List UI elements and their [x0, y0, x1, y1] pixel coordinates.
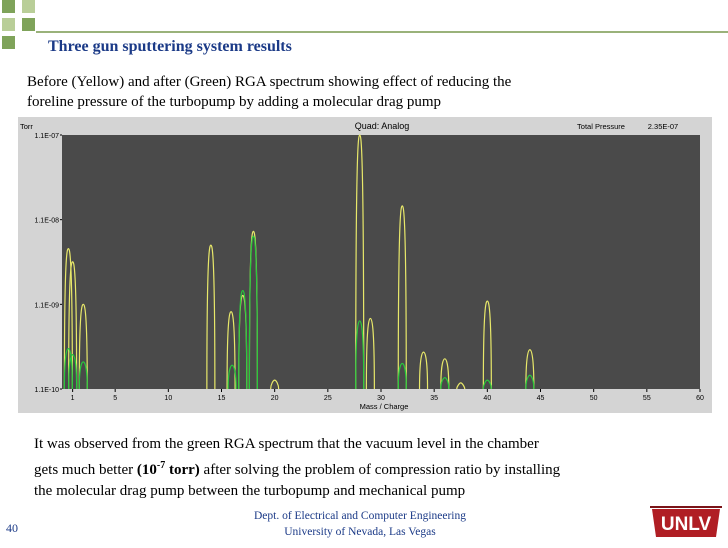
peak [397, 205, 407, 389]
x-tick-label: 60 [696, 395, 704, 402]
corner-square-3 [2, 18, 15, 31]
plot-area [62, 134, 700, 389]
y-axis-label: Torr [20, 122, 33, 131]
peak [440, 376, 450, 389]
plot-canvas [62, 135, 700, 389]
pressure-value: (10-7 torr) [136, 460, 200, 478]
x-tick-label: 20 [271, 395, 279, 402]
caption-line-2: foreline pressure of the turbopump by ad… [27, 94, 442, 110]
x-tick-label: 30 [377, 395, 385, 402]
corner-square-4 [22, 18, 35, 31]
body-line-3: the molecular drag pump between the turb… [34, 483, 466, 499]
x-tick-label: 45 [537, 395, 545, 402]
y-tick-label: 1.1E-10 [34, 387, 59, 394]
observation-text: It was observed from the green RGA spect… [34, 434, 694, 502]
corner-square-1 [2, 0, 15, 13]
peak [63, 248, 73, 389]
x-tick-label: 10 [164, 395, 172, 402]
peak [525, 349, 535, 389]
peak [248, 235, 258, 389]
pressure-exponent: -7 [156, 460, 166, 471]
x-tick-label: 1 [71, 395, 75, 402]
slide-title: Three gun sputtering system results [48, 38, 292, 55]
y-axis-ticks: 1.1E-07 1.1E-08 1.1E-09 1.1E-10 [34, 133, 62, 394]
footer-university: University of Nevada, Las Vegas [284, 526, 436, 538]
body-line-2a: gets much better [34, 462, 137, 478]
series-1 [63, 235, 535, 389]
footer-department: Dept. of Electrical and Computer Enginee… [253, 510, 467, 522]
x-axis-ticks: 1 5 10 15 20 25 30 35 40 45 50 55 60 [71, 389, 704, 402]
peak [270, 379, 280, 389]
slide-number: 40 [6, 521, 18, 535]
peak [355, 320, 365, 389]
peak [68, 354, 78, 389]
logo-text: UNLV [661, 514, 712, 535]
y-tick-label: 1.1E-08 [34, 218, 59, 225]
body-line-2b: after solving the problem of compression… [199, 462, 561, 478]
pressure-base: (10 [136, 462, 157, 478]
peak [78, 361, 88, 389]
x-tick-label: 40 [483, 395, 491, 402]
x-tick-label: 55 [643, 395, 651, 402]
series-0 [63, 134, 535, 389]
rga-spectrum-chart: Torr Quad: Analog Total Pressure 2.35E-0… [18, 117, 712, 413]
peak [206, 244, 216, 389]
x-tick-label: 5 [113, 395, 117, 402]
title-divider [36, 31, 728, 33]
corner-square-2 [22, 0, 35, 13]
peak [397, 362, 407, 389]
corner-square-5 [2, 36, 15, 49]
x-tick-label: 35 [430, 395, 438, 402]
x-tick-label: 50 [590, 395, 598, 402]
caption-line-1: Before (Yellow) and after (Green) RGA sp… [27, 74, 512, 90]
y-tick-label: 1.1E-07 [34, 133, 59, 140]
total-pressure-value: 2.35E-07 [648, 122, 678, 131]
unlv-logo: UNLV [648, 499, 724, 548]
x-axis-label: Mass / Charge [360, 402, 409, 411]
peak [418, 351, 429, 389]
x-tick-label: 25 [324, 395, 332, 402]
chart-caption: Before (Yellow) and after (Green) RGA sp… [27, 72, 707, 112]
peak [78, 303, 88, 389]
peak [63, 348, 73, 389]
peak [482, 300, 492, 389]
peak [482, 379, 492, 389]
peak [456, 382, 466, 389]
peak [68, 261, 78, 389]
peak [365, 317, 375, 389]
body-line-1: It was observed from the green RGA spect… [34, 436, 539, 452]
y-tick-label: 1.1E-09 [34, 302, 59, 309]
peak [440, 358, 450, 389]
chart-title: Quad: Analog [355, 121, 410, 131]
x-tick-label: 15 [218, 395, 226, 402]
peak [238, 289, 248, 389]
pressure-unit: torr) [165, 462, 200, 478]
peak [226, 311, 236, 389]
rga-chart-frame: Torr Quad: Analog Total Pressure 2.35E-0… [18, 117, 712, 413]
total-pressure-label: Total Pressure [577, 122, 625, 131]
peak [525, 374, 535, 389]
peak [227, 364, 237, 389]
footer: Dept. of Electrical and Computer Enginee… [230, 508, 490, 540]
peak [355, 134, 365, 389]
